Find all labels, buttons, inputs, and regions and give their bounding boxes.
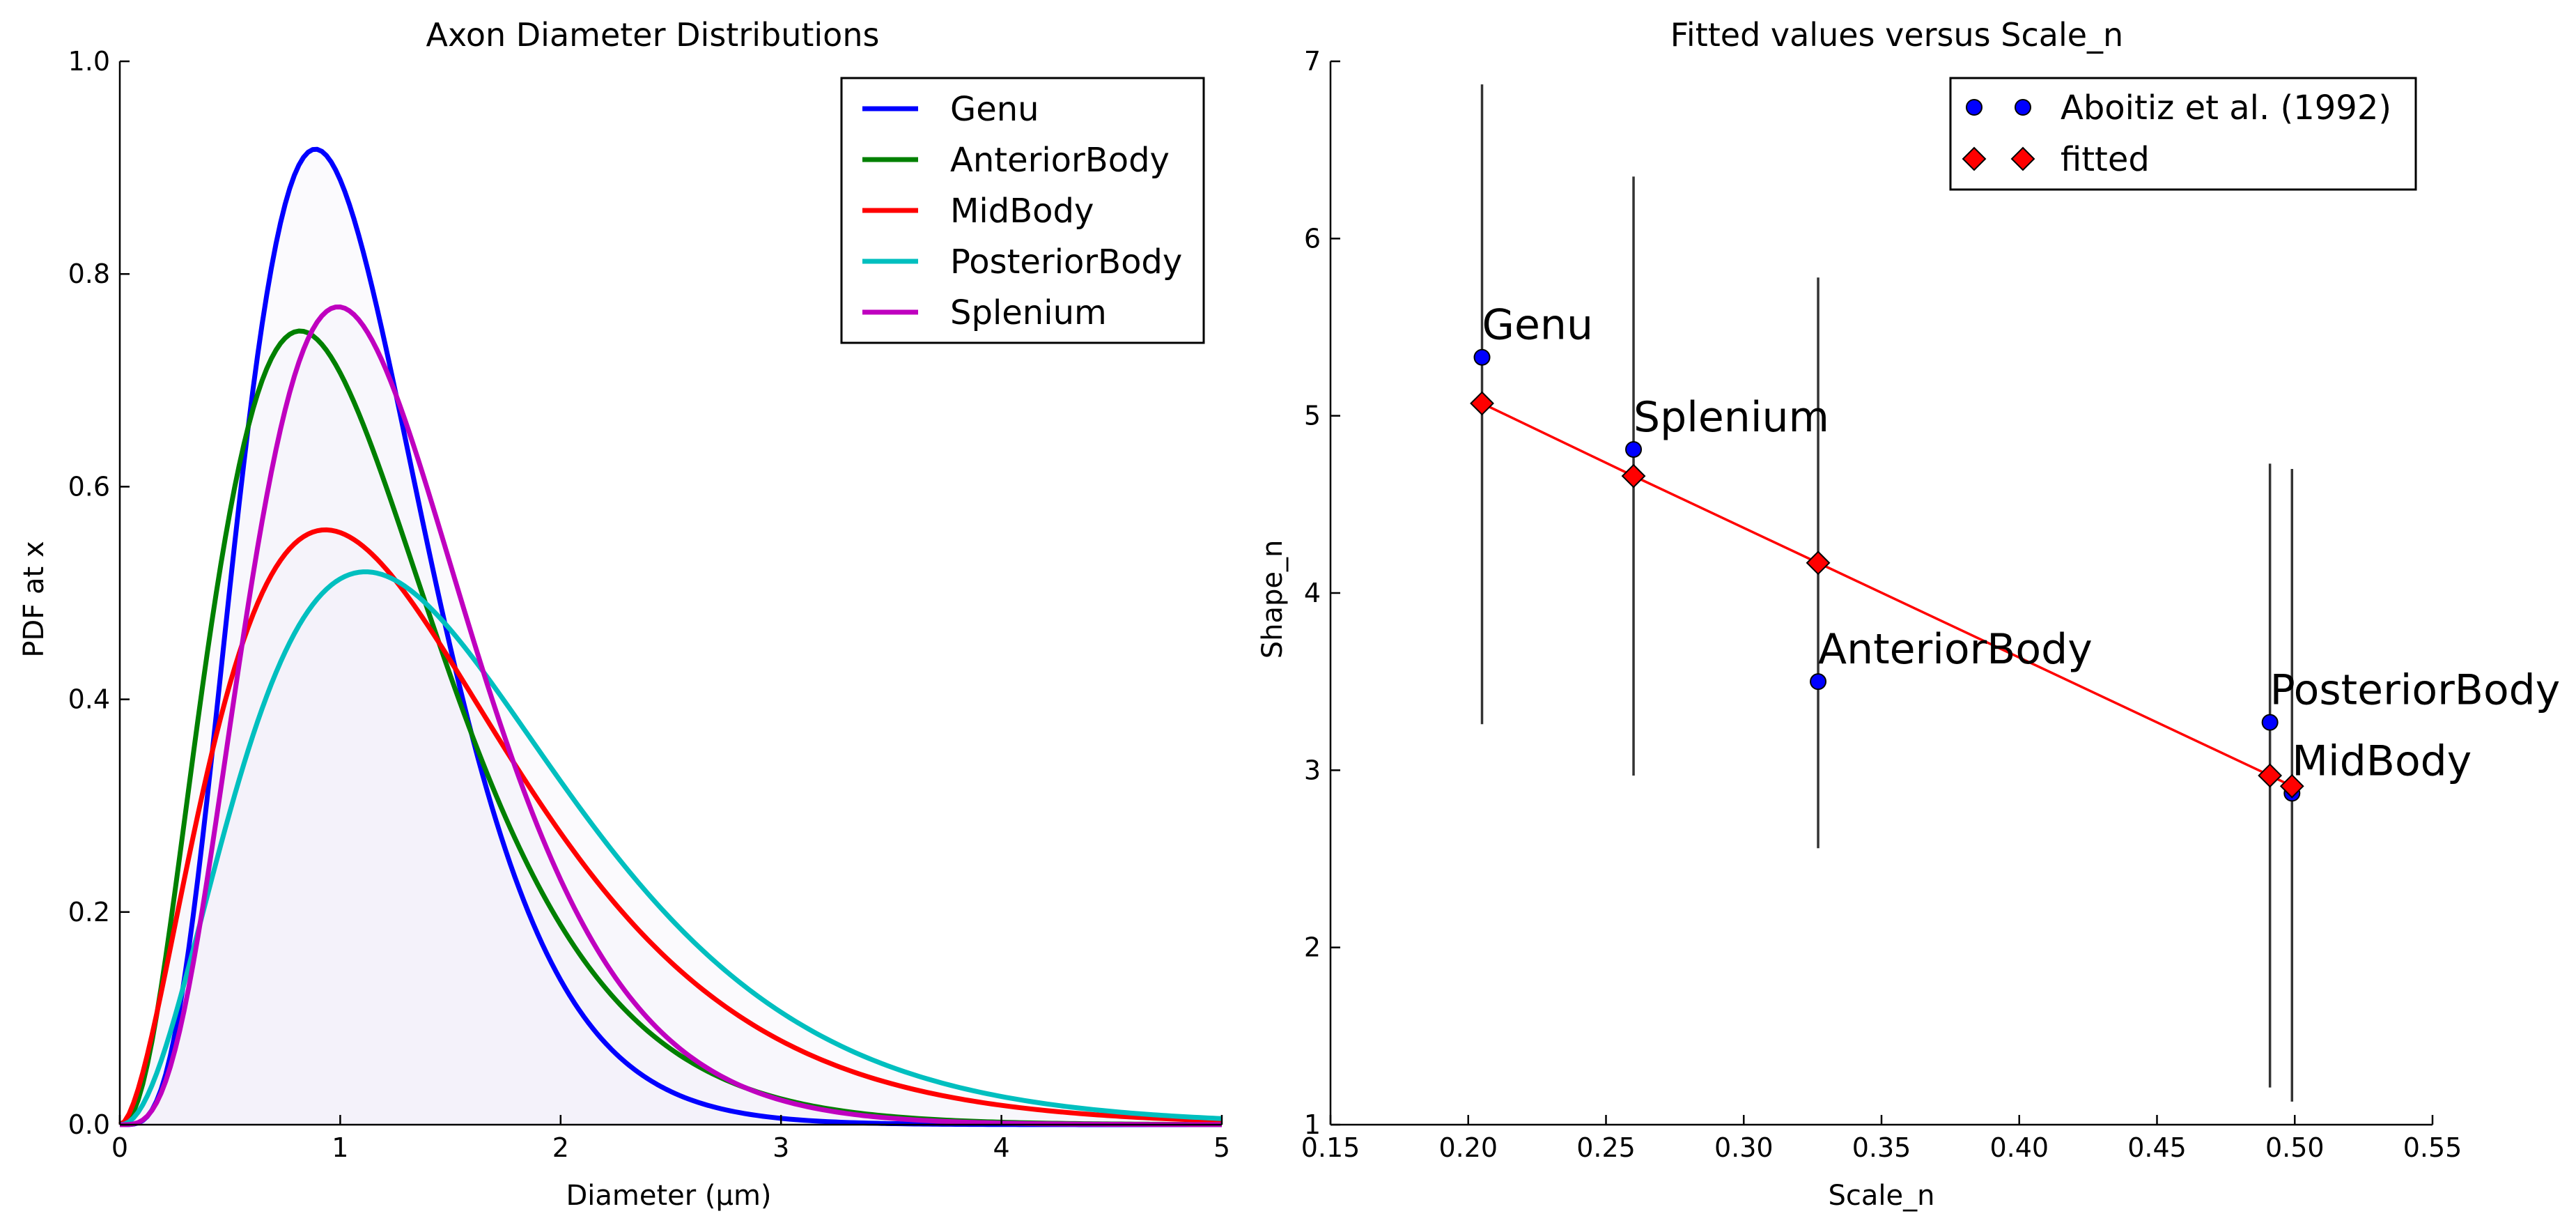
axon-diameter-chart: Axon Diameter Distributions 0 1 2 3 4 5 0.0 0.2… <box>18 16 1230 1212</box>
fitted-point-4 <box>2258 763 2283 788</box>
annotation-posteriorbody: PosteriorBody <box>2270 666 2561 715</box>
x-tick-label: 0.30 <box>1714 1132 1774 1163</box>
y-axis-label: PDF at x <box>18 541 50 657</box>
x-tick-label: 0.20 <box>1438 1132 1498 1163</box>
fitted-line <box>1481 402 2293 787</box>
legend-label-posteriorbody: PosteriorBody <box>950 242 1182 282</box>
y-tick-label: 1 <box>1304 1109 1321 1140</box>
legend-marker-observed <box>2015 99 2031 116</box>
area-midbody <box>120 530 1222 1125</box>
y-tick-label: 0.2 <box>68 897 110 927</box>
legend-label-midbody: MidBody <box>950 192 1094 231</box>
chart-title: Fitted values versus Scale_n <box>1670 16 2123 54</box>
x-tick-label: 0.15 <box>1301 1132 1360 1163</box>
annotation-splenium: Splenium <box>1634 393 1829 442</box>
legend-label-anteriorbody: AnteriorBody <box>950 141 1170 180</box>
legend-box <box>1949 77 2417 191</box>
legend-label-observed: Aboitiz et al. (1992) <box>2061 88 2391 128</box>
x-tick-label: 1 <box>332 1132 348 1163</box>
x-tick-label: 0.25 <box>1576 1132 1636 1163</box>
y-tick-label: 1.0 <box>68 46 110 77</box>
fitted-point-2 <box>1621 463 1646 488</box>
x-tick-label: 0 <box>111 1132 128 1163</box>
observed-point-posteriorbody <box>2261 714 2279 731</box>
curve-posteriorbody <box>119 569 1223 1127</box>
y-tick-label: 3 <box>1304 755 1321 785</box>
legend-label-genu: Genu <box>950 90 1039 129</box>
y-tick-label: 0.8 <box>68 259 110 289</box>
x-tick-label: 0.35 <box>1852 1132 1911 1163</box>
y-tick-label: 0.0 <box>68 1109 110 1140</box>
curve-midbody <box>118 527 1223 1127</box>
x-tick-label: 4 <box>993 1132 1010 1163</box>
annotations-layer: Genu Splenium AnteriorBody PosteriorBody Mid… <box>1482 301 2561 786</box>
area-posteriorbody <box>120 571 1222 1125</box>
legend-label-fitted: fitted <box>2061 140 2150 179</box>
axes-layer: 0.15 0.20 0.25 0.30 0.35 0.40 0.45 0.50 0.55 1 2 3 4… <box>1301 46 2462 1163</box>
axes-layer: 0 1 2 3 4 5 0.0 0.2 0.4 0.6 0.8 1.0 <box>68 46 1231 1163</box>
y-tick-label: 0.4 <box>68 684 110 715</box>
observed-point-anteriorbody <box>1810 673 1827 691</box>
y-tick-label: 2 <box>1304 932 1321 963</box>
x-tick-label: 0.55 <box>2403 1132 2462 1163</box>
legend-marker-fitted <box>1962 146 1987 171</box>
x-tick-label: 0.40 <box>1989 1132 2049 1163</box>
x-axis-label: Scale_n <box>1829 1180 1935 1212</box>
legend-marker-fitted <box>2010 146 2035 171</box>
legend: Aboitiz et al. (1992) fitted <box>1949 77 2417 191</box>
fitted-point-5 <box>2279 773 2304 799</box>
y-tick-label: 6 <box>1304 223 1321 254</box>
y-tick-label: 7 <box>1304 46 1321 77</box>
x-tick-label: 0.45 <box>2127 1132 2187 1163</box>
legend-label-splenium: Splenium <box>950 293 1107 332</box>
fitted-line-layer <box>1481 402 2293 787</box>
fitted-values-chart: Fitted values versus Scale_n Genu Spleniu… <box>1257 16 2560 1212</box>
markers-layer <box>1470 348 2304 802</box>
annotation-anteriorbody: AnteriorBody <box>1818 625 2093 674</box>
y-axis-label: Shape_n <box>1257 540 1289 659</box>
fitted-point-1 <box>1470 391 1494 416</box>
annotation-midbody: MidBody <box>2292 737 2472 785</box>
observed-point-genu <box>1473 348 1491 366</box>
x-tick-label: 0.50 <box>2265 1132 2325 1163</box>
observed-point-splenium <box>1625 440 1643 458</box>
area-anteriorbody <box>120 331 1222 1125</box>
y-tick-label: 5 <box>1304 401 1321 431</box>
curve-splenium <box>119 305 1223 1127</box>
error-bars-layer <box>1480 84 2294 1102</box>
annotation-genu: Genu <box>1482 301 1593 350</box>
legend-marker-observed <box>1966 99 1983 116</box>
x-axis-label: Diameter (μm) <box>566 1180 771 1212</box>
x-tick-label: 3 <box>773 1132 789 1163</box>
legend: Genu AnteriorBody MidBody PosteriorBody Sple… <box>840 77 1205 344</box>
x-tick-label: 5 <box>1213 1132 1230 1163</box>
chart-title: Axon Diameter Distributions <box>426 16 880 54</box>
y-tick-label: 4 <box>1304 578 1321 608</box>
y-tick-label: 0.6 <box>68 471 110 502</box>
x-tick-label: 2 <box>552 1132 569 1163</box>
fitted-point-3 <box>1806 550 1831 576</box>
